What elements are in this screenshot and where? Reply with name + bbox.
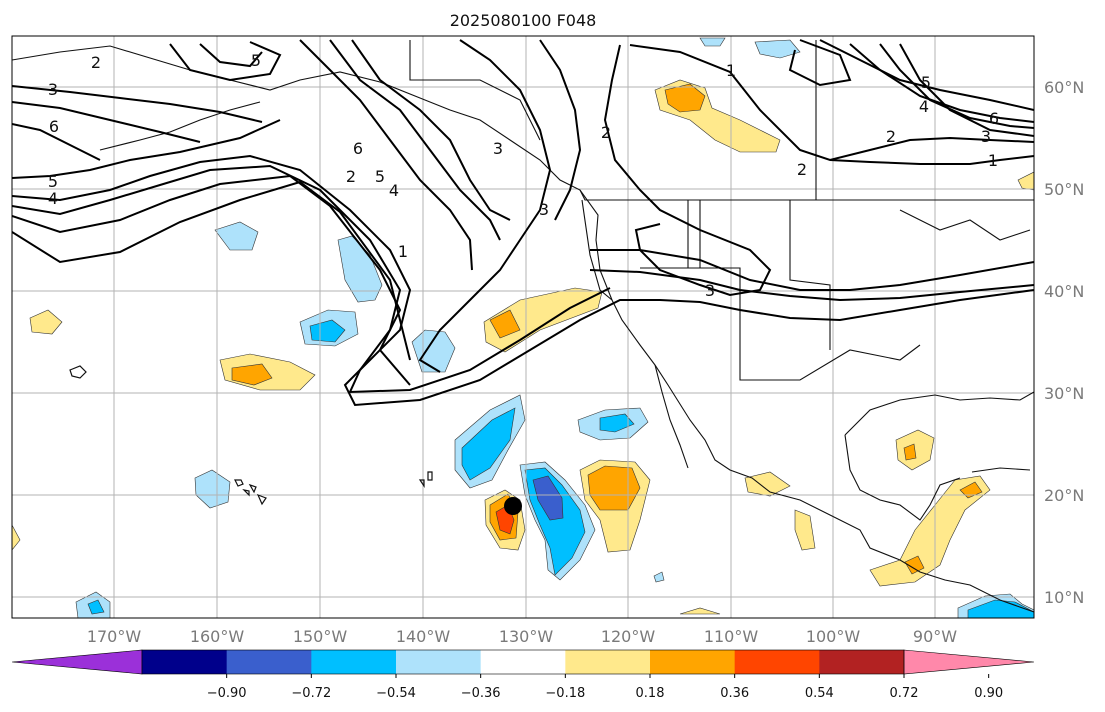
contour-label: 5 [375,167,385,186]
colorbar-extend-min [11,649,143,675]
lon-label: 140°W [396,627,451,646]
contour-label: 3 [48,80,58,99]
anomaly-negative-region [532,475,564,521]
contour-label: 2 [797,160,807,179]
colorbar-swatch [480,650,566,674]
colorbar-tick-label: −0.36 [461,686,501,701]
lat-label: 60°N [1044,78,1084,97]
colorbar-border [141,649,905,675]
latitude-labels: 60°N 50°N 40°N 30°N 20°N 10°N [1044,78,1084,607]
anomaly-positive-region [489,309,521,339]
anomaly-positive-region [587,465,641,511]
anomaly-positive-region [904,555,925,575]
contour-label: 1 [988,151,998,170]
anomaly-negative-region [309,319,346,343]
contour-label: 3 [981,127,991,146]
coastlines [12,40,1034,613]
contour-label: 4 [919,97,929,116]
contour-label: 3 [705,281,715,300]
colorbar-swatch [226,650,312,674]
lat-label: 50°N [1044,180,1084,199]
contour-labels: 3 6 5 4 2 5 6 5 4 1 3 2 3 1 2 5 4 3 6 2 … [48,51,999,300]
anomaly-positive-region [679,607,721,615]
contour-label: 6 [989,109,999,128]
colorbar-tick-label: 0.54 [805,686,834,701]
colorbar-swatch [396,650,482,674]
graticule [12,36,1034,618]
anomaly-positive-region [1017,171,1034,191]
colorbar-extend-max [903,649,1035,675]
colorbar-tick-label: −0.72 [291,686,331,701]
lat-label: 30°N [1044,384,1084,403]
anomaly-positive-region [29,309,63,335]
anomaly-positive-region [869,475,991,587]
contour-label: 3 [539,200,549,219]
anomaly-positive-region [794,509,816,551]
lon-label: 110°W [704,627,759,646]
colorbar-tick-label: 0.18 [636,686,665,701]
anomaly-negative-region [214,221,259,251]
lon-label: 130°W [499,627,554,646]
colorbar-swatch [734,650,820,674]
colorbar-swatch [819,650,905,674]
contour-label: 4 [48,189,58,208]
contour-label: 5 [48,172,58,191]
anomaly-negative-region [461,407,516,481]
map-title: 2025080100 F048 [450,11,597,30]
lon-label: 120°W [601,627,656,646]
lon-label: 170°W [87,627,142,646]
anomaly-negative-region [653,571,665,583]
colorbar: −0.90 −0.72 −0.54 −0.36 −0.18 0.18 0.36 0.54 0.7… [11,649,1035,701]
colorbar-swatch [142,650,228,674]
colorbar-swatch [565,650,651,674]
lon-label: 150°W [293,627,348,646]
contour-label: 6 [49,117,59,136]
contour-label: 5 [251,51,261,70]
lon-label: 100°W [806,627,861,646]
anomaly-positive-region [744,471,791,497]
contour-label: 5 [921,73,931,92]
contour-label: 2 [346,167,356,186]
anomaly-negative-region [967,599,1034,618]
anomaly-negative-region [699,37,726,47]
map-frame [11,35,1035,619]
contour-label: 2 [601,123,611,142]
lon-label: 160°W [190,627,245,646]
anomaly-positive-region [483,287,603,353]
islands [69,365,433,506]
colorbar-swatch [650,650,736,674]
contour-label: 1 [398,242,408,261]
height-contours [12,39,1034,407]
anomaly-positive-region [903,443,917,461]
colorbar-tick-label: −0.90 [207,686,247,701]
storm-center-marker [504,497,522,515]
contour-label: 6 [353,139,363,158]
anomaly-negative-region [754,39,801,59]
lat-label: 40°N [1044,282,1084,301]
contour-label: 3 [493,139,503,158]
contour-label: 2 [886,127,896,146]
colorbar-tick-label: 0.36 [720,686,749,701]
contour-label: 2 [91,53,101,72]
colorbar-tick-label: −0.54 [376,686,416,701]
anomaly-positive-region [664,83,706,113]
contour-label: 1 [726,61,736,80]
anomaly-positive-region [231,363,273,386]
lon-label: 90°W [913,627,957,646]
lat-label: 20°N [1044,486,1084,505]
lat-label: 10°N [1044,588,1084,607]
anomaly-negative-region [87,599,105,615]
colorbar-tick-label: 0.72 [890,686,919,701]
longitude-labels: 170°W 160°W 150°W 140°W 130°W 120°W 110°… [87,627,957,646]
contour-label: 4 [389,181,399,200]
colorbar-tick-label: 0.90 [974,686,1003,701]
anomaly-negative-region [599,413,635,433]
anomaly-positive-region [12,524,21,551]
colorbar-swatch [311,650,397,674]
colorbar-tick-label: −0.18 [545,686,585,701]
